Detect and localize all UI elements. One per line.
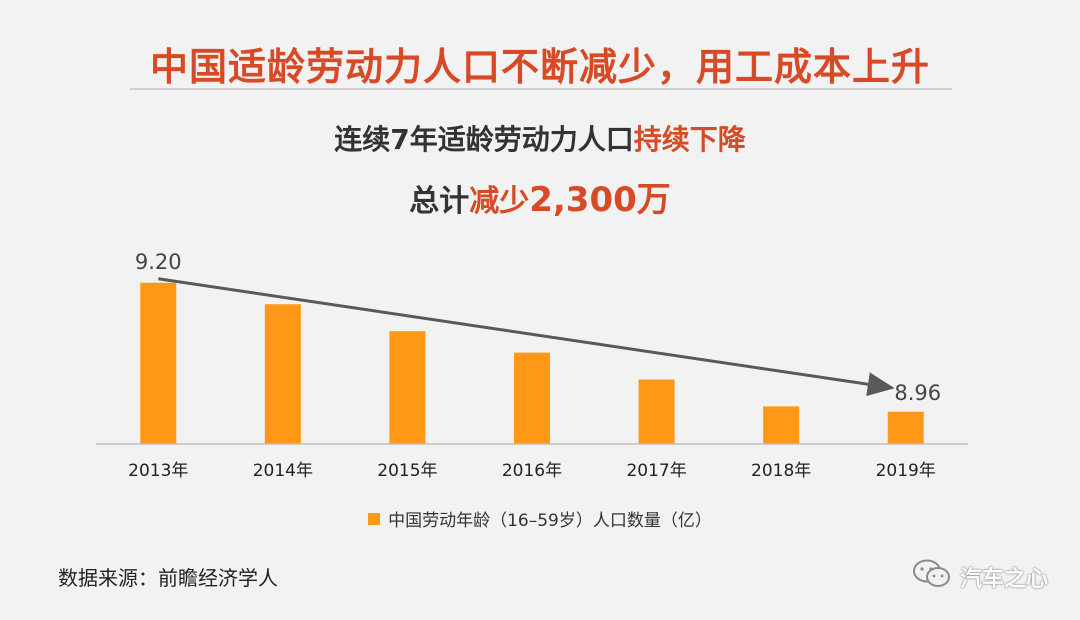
brand-watermark: 汽车之心 <box>912 558 1048 596</box>
bar-2017年 <box>638 379 675 444</box>
x-tick-label: 2015年 <box>377 461 437 481</box>
trend-arrow <box>158 277 895 397</box>
subtitle-1: 连续7年适龄劳动力人口持续下降 <box>0 118 1080 158</box>
x-tick-label: 2018年 <box>751 461 811 481</box>
x-tick-label: 2019年 <box>876 461 936 481</box>
legend: 中国劳动年龄（16–59岁）人口数量（亿） <box>0 506 1080 531</box>
brand-name: 汽车之心 <box>959 567 1048 592</box>
subtitle-1-highlight: 持续下降 <box>633 123 746 156</box>
subtitle-2-prefix: 总计 <box>409 184 470 219</box>
legend-label: 中国劳动年龄（16–59岁）人口数量（亿） <box>388 511 712 531</box>
data-label-2019年: 8.96 <box>894 381 941 405</box>
subtitle-1-prefix: 连续7年适龄劳动力人口 <box>334 123 634 156</box>
x-tick-label: 2016年 <box>502 461 562 481</box>
bar-chart: 2013年 2014年 2015年 2016年 2017年 2018年 2019年 9.20 8… <box>96 250 968 481</box>
wechat-icon <box>912 558 952 596</box>
bar-2016年 <box>514 352 550 444</box>
bar-2013年 <box>140 282 177 444</box>
title-divider <box>130 88 952 90</box>
bar-2018年 <box>763 406 800 444</box>
x-tick-label: 2013年 <box>128 461 188 481</box>
data-label-2013年: 9.20 <box>135 250 182 274</box>
subtitle-2-highlight: 减少 <box>469 184 530 219</box>
bar-2015年 <box>389 331 426 444</box>
legend-swatch <box>368 513 381 525</box>
subtitle-2-amount: 2,300万 <box>529 180 671 220</box>
bar-2019年 <box>887 411 924 444</box>
chart-title: 中国适龄劳动力人口不断减少，用工成本上升 <box>149 45 930 89</box>
x-tick-label: 2017年 <box>626 461 686 481</box>
subtitle-2: 总计减少2,300万 <box>0 172 1080 221</box>
x-tick-label: 2014年 <box>253 461 313 481</box>
bar-2014年 <box>264 304 301 444</box>
data-source: 数据来源：前瞻经济学人 <box>58 566 278 590</box>
